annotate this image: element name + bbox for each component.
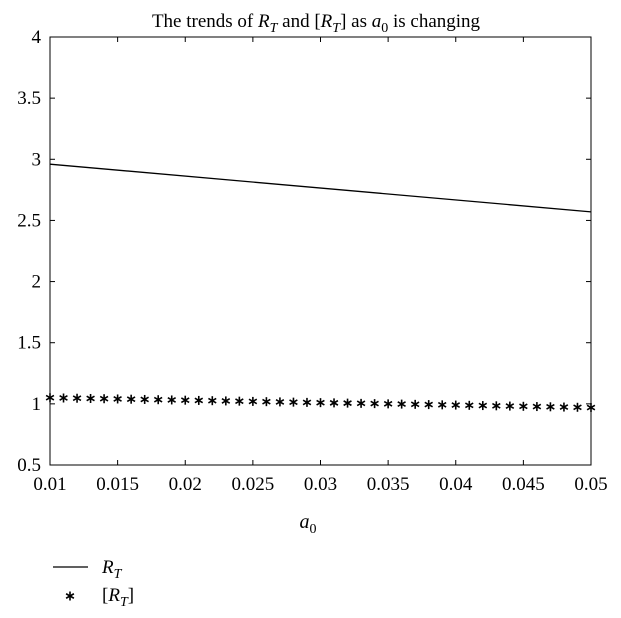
x-tick-label: 0.015 xyxy=(96,474,139,495)
data-point-asterisk xyxy=(437,400,447,410)
data-point-asterisk xyxy=(113,394,122,404)
data-point-asterisk xyxy=(356,398,366,408)
legend: RT [RT] xyxy=(53,557,134,610)
x-tick-label: 0.04 xyxy=(439,474,473,495)
x-tick-label: 0.045 xyxy=(502,474,545,495)
data-point-asterisk xyxy=(343,398,352,408)
legend-asterisk-swatch xyxy=(65,591,75,601)
data-point-asterisk xyxy=(519,401,528,411)
data-point-asterisk xyxy=(505,401,515,411)
y-tick-label: 1.5 xyxy=(17,333,41,354)
data-point-asterisk xyxy=(546,402,555,412)
legend-label-markers: [RT] xyxy=(102,585,134,610)
data-point-asterisk xyxy=(302,397,312,407)
x-tick-label: 0.025 xyxy=(232,474,275,495)
x-axis: 0.01 0.015 0.02 0.025 0.03 0.035 0.04 0.045 0.05 xyxy=(33,37,608,495)
data-point-asterisk xyxy=(194,395,204,405)
legend-label-line: RT xyxy=(101,557,123,582)
data-point-asterisk xyxy=(153,395,163,405)
y-tick-label: 3.5 xyxy=(17,88,41,109)
data-point-asterisk xyxy=(586,403,596,413)
x-axis-label: a0 xyxy=(300,511,317,537)
data-point-asterisk xyxy=(140,394,149,404)
data-point-asterisk xyxy=(329,398,339,408)
data-point-asterisk xyxy=(59,393,68,403)
data-point-asterisk xyxy=(397,399,406,409)
y-tick-label: 2 xyxy=(32,272,42,293)
series-markers-rt-bracket xyxy=(45,393,596,413)
x-tick-label: 0.02 xyxy=(169,474,202,495)
data-point-asterisk xyxy=(424,400,433,410)
x-tick-label: 0.03 xyxy=(304,474,337,495)
data-point-asterisk xyxy=(221,396,231,406)
x-tick-label: 0.035 xyxy=(367,474,410,495)
data-point-asterisk xyxy=(492,401,501,411)
series-layer xyxy=(45,163,596,413)
y-tick-label: 3 xyxy=(32,149,42,170)
x-tick-label: 0.01 xyxy=(33,474,66,495)
data-point-asterisk xyxy=(180,395,190,405)
data-point-asterisk xyxy=(559,402,569,412)
series-line-rt xyxy=(49,163,592,213)
data-point-asterisk xyxy=(248,396,258,406)
y-tick-label: 1 xyxy=(32,394,42,415)
data-point-asterisk xyxy=(451,400,461,410)
y-tick-label: 2.5 xyxy=(17,210,41,231)
y-axis: 0.5 1 1.5 2 2.5 3 3.5 4 xyxy=(17,27,591,476)
data-point-asterisk xyxy=(99,394,109,404)
data-point-asterisk xyxy=(464,400,474,410)
data-point-asterisk xyxy=(410,399,420,409)
data-point-asterisk xyxy=(573,402,582,412)
y-tick-label: 4 xyxy=(32,27,42,48)
data-point-asterisk xyxy=(532,402,542,412)
data-point-asterisk xyxy=(167,395,177,405)
data-point-asterisk xyxy=(45,393,55,403)
data-point-asterisk xyxy=(262,397,271,407)
data-point-asterisk xyxy=(370,399,379,409)
data-point-asterisk xyxy=(275,397,285,407)
data-point-asterisk xyxy=(208,396,217,406)
data-point-asterisk xyxy=(316,398,325,408)
x-tick-label: 0.05 xyxy=(574,474,607,495)
data-point-asterisk xyxy=(72,393,82,403)
data-point-asterisk xyxy=(478,401,488,411)
asterisk-icon xyxy=(65,591,75,601)
data-point-asterisk xyxy=(126,394,136,404)
data-point-asterisk xyxy=(86,393,95,403)
data-point-asterisk xyxy=(383,399,393,409)
data-point-asterisk xyxy=(289,397,298,407)
data-point-asterisk xyxy=(235,396,244,406)
chart-title: The trends of RT and [RT] as a0 is chang… xyxy=(152,11,481,36)
y-tick-label: 0.5 xyxy=(17,455,41,476)
